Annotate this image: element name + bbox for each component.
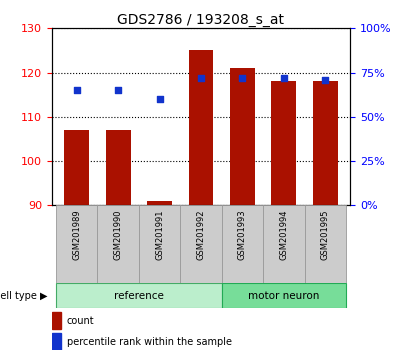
Bar [139, 205, 180, 283]
Bar [271, 81, 297, 205]
Point [115, 87, 121, 93]
Bar [222, 205, 263, 283]
Text: cell type ▶: cell type ▶ [0, 291, 48, 301]
Text: reference: reference [114, 291, 164, 301]
Bar [147, 201, 172, 205]
Text: GSM201995: GSM201995 [321, 209, 330, 260]
Bar [98, 205, 139, 283]
Text: count: count [67, 316, 94, 326]
Bar [189, 50, 213, 205]
Text: GSM201994: GSM201994 [279, 209, 289, 260]
Title: GDS2786 / 193208_s_at: GDS2786 / 193208_s_at [117, 13, 285, 27]
Bar [222, 283, 346, 308]
Bar [52, 312, 60, 329]
Bar [180, 205, 222, 283]
Text: GSM201989: GSM201989 [72, 209, 81, 260]
Bar [105, 130, 131, 205]
Point [281, 75, 287, 81]
Bar [56, 205, 98, 283]
Bar [56, 283, 222, 308]
Bar [304, 205, 346, 283]
Text: GSM201993: GSM201993 [238, 209, 247, 260]
Text: motor neuron: motor neuron [248, 291, 320, 301]
Text: GSM201991: GSM201991 [155, 209, 164, 260]
Point [156, 96, 163, 102]
Bar [52, 333, 60, 350]
Bar [263, 205, 304, 283]
Point [239, 75, 246, 81]
Point [198, 75, 204, 81]
Bar [230, 68, 255, 205]
Text: GSM201992: GSM201992 [197, 209, 205, 260]
Point [74, 87, 80, 93]
Bar [313, 81, 338, 205]
Bar [64, 130, 89, 205]
Text: GSM201990: GSM201990 [113, 209, 123, 260]
Point [322, 77, 329, 82]
Text: percentile rank within the sample: percentile rank within the sample [67, 337, 232, 347]
